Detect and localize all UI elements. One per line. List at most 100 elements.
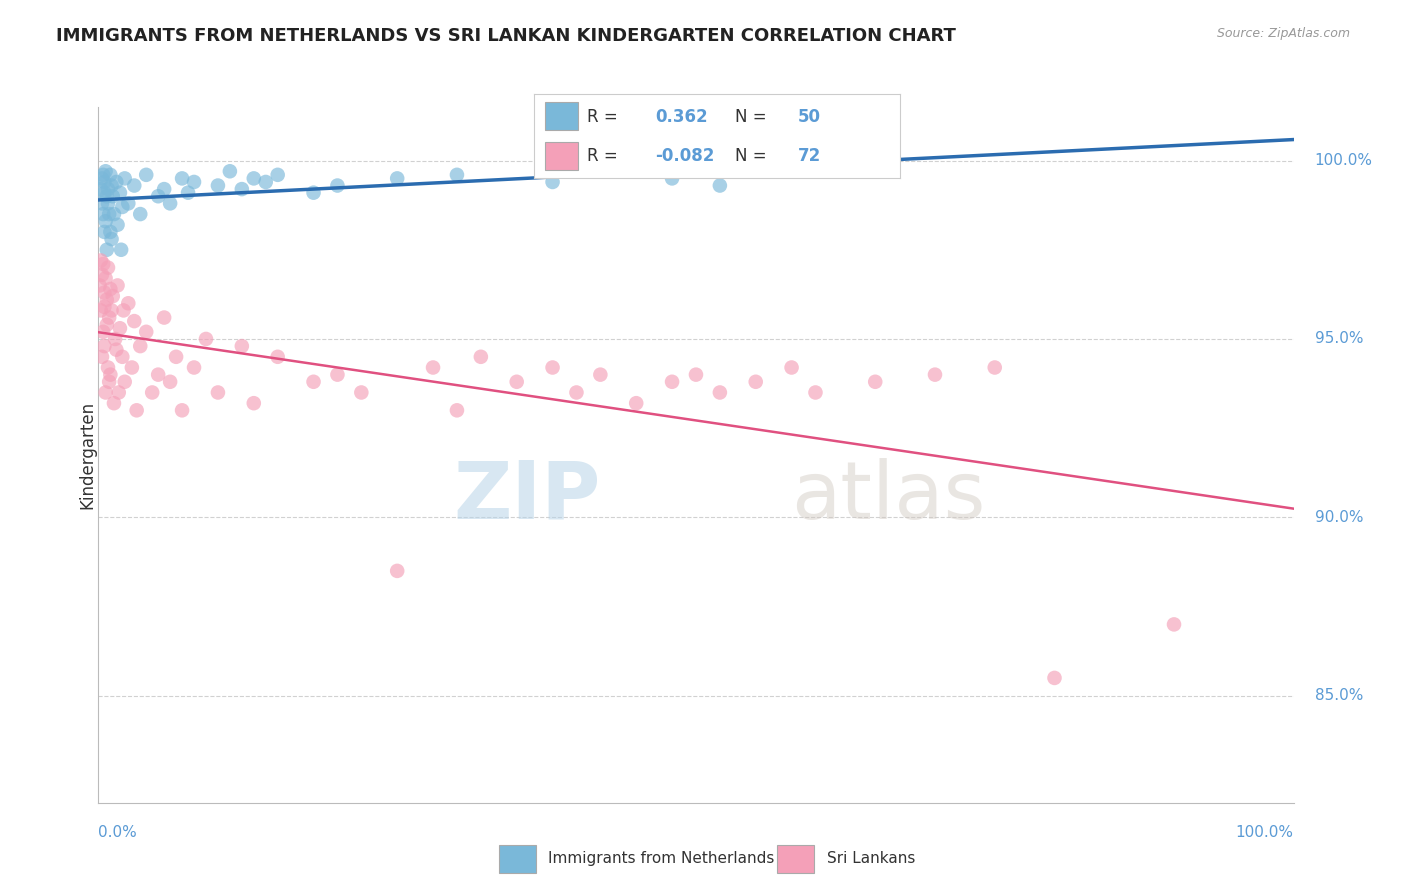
Point [91,257,114,271]
Point [541,360,564,375]
Point [1163,617,1185,632]
Point [506,375,529,389]
Point [93,225,115,239]
Text: 72: 72 [797,146,821,164]
Point [129,339,152,353]
Point [243,171,266,186]
Point [107,218,129,232]
Point [172,171,194,186]
Point [105,343,128,357]
Point [91,350,114,364]
Point [207,178,229,193]
Text: ZIP: ZIP [453,458,600,536]
Text: Source: ZipAtlas.com: Source: ZipAtlas.com [1216,27,1350,40]
Point [183,360,205,375]
Point [661,375,683,389]
FancyBboxPatch shape [546,103,578,130]
Point [91,268,114,282]
Point [94,164,117,178]
Point [105,175,128,189]
Point [326,178,349,193]
Point [165,350,187,364]
Point [90,182,112,196]
Text: IMMIGRANTS FROM NETHERLANDS VS SRI LANKAN KINDERGARTEN CORRELATION CHART: IMMIGRANTS FROM NETHERLANDS VS SRI LANKA… [56,27,956,45]
Text: Sri Lankans: Sri Lankans [827,851,915,866]
Point [91,325,114,339]
Point [91,168,114,182]
Point [93,285,115,300]
FancyBboxPatch shape [546,142,578,169]
Point [91,207,114,221]
Text: R =: R = [588,108,619,126]
Point [685,368,707,382]
Point [207,385,229,400]
Point [93,186,115,200]
Point [709,178,731,193]
Point [111,200,134,214]
Point [93,175,115,189]
Point [98,225,122,239]
Point [422,360,444,375]
Point [110,243,132,257]
Point [96,318,118,332]
Point [94,385,117,400]
Point [385,564,409,578]
Point [124,178,146,193]
Point [326,368,349,382]
Point [93,339,115,353]
Point [91,171,114,186]
Point [107,385,129,400]
Point [709,385,731,400]
Point [129,207,152,221]
Point [267,350,290,364]
Point [89,278,111,293]
Point [96,243,118,257]
Point [124,314,146,328]
Point [172,403,194,417]
Text: 85.0%: 85.0% [1315,689,1362,703]
Point [107,278,129,293]
Point [219,164,242,178]
Point [98,282,122,296]
Point [103,207,125,221]
Point [243,396,266,410]
Point [231,339,253,353]
Point [924,368,946,382]
Point [96,189,118,203]
Point [112,303,135,318]
Point [108,186,131,200]
Text: 100.0%: 100.0% [1236,825,1294,840]
Point [98,207,121,221]
Text: 50: 50 [797,108,821,126]
Point [177,186,200,200]
Point [446,168,468,182]
Point [96,293,118,307]
Text: 100.0%: 100.0% [1315,153,1372,168]
Point [983,360,1005,375]
Point [101,189,124,203]
Text: 90.0%: 90.0% [1315,510,1362,524]
Point [100,303,122,318]
Point [114,171,136,186]
Point [125,403,148,417]
Point [183,175,205,189]
Point [90,303,112,318]
Point [117,296,139,310]
Text: Immigrants from Netherlands: Immigrants from Netherlands [548,851,775,866]
Point [100,232,122,246]
Point [101,289,124,303]
Point [267,168,290,182]
FancyBboxPatch shape [778,845,814,872]
Point [589,368,612,382]
Point [98,168,122,182]
Point [446,403,468,417]
Text: atlas: atlas [792,458,986,536]
Point [108,321,131,335]
Point [148,368,170,382]
Point [111,350,134,364]
Point [98,375,121,389]
Point [780,360,803,375]
Point [159,375,181,389]
Point [104,332,127,346]
Point [121,360,143,375]
